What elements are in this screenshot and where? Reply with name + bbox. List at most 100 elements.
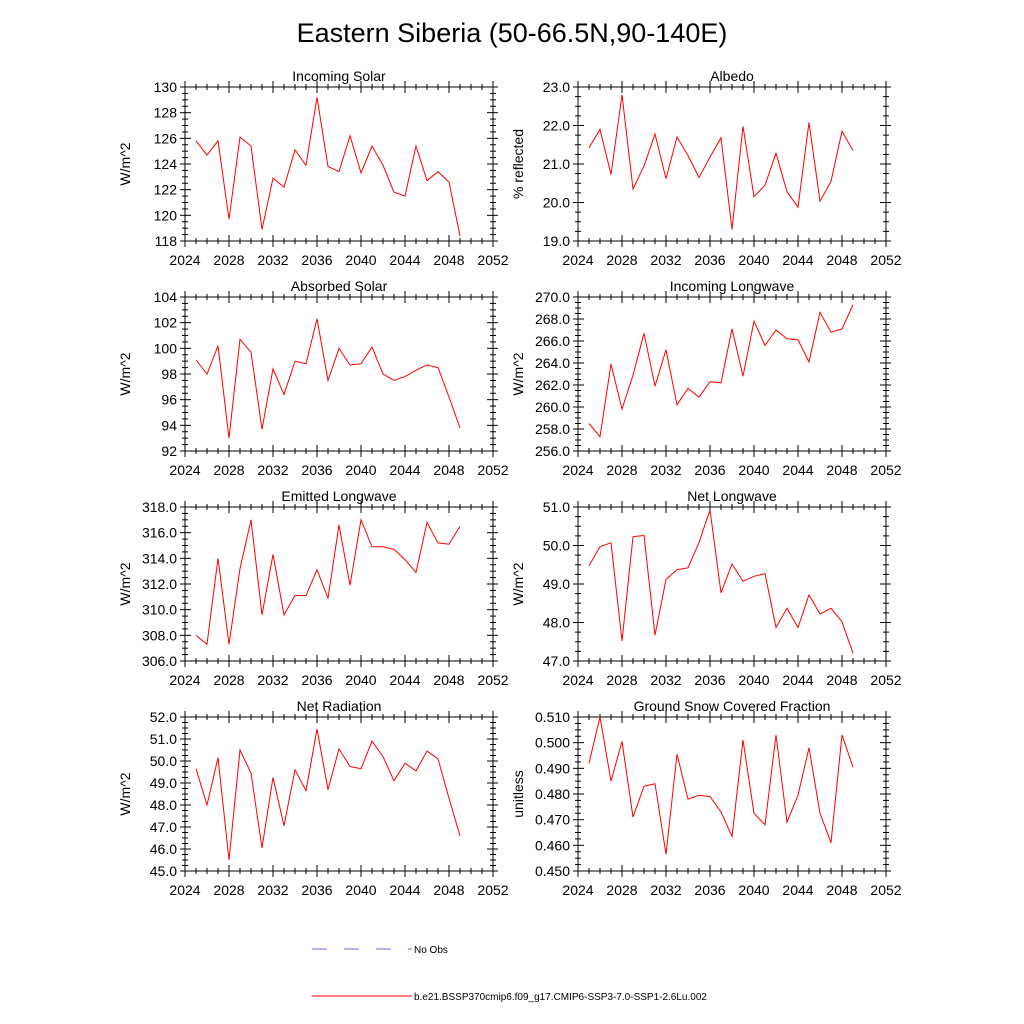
x-tick-label: 2036 [694,882,725,898]
x-tick-label: 2052 [870,882,901,898]
y-tick-label: 0.510 [535,709,570,725]
series-line [588,716,854,855]
y-tick-label: 118 [155,233,178,249]
panel-net-longwave: Net Longwave W/m^2 47.0 48.0 49.0 50.0 51.0 202… [510,488,902,688]
y-tick-label: 100 [154,340,178,356]
y-tick-label: 48.0 [543,615,570,631]
y-tick-label: 316.0 [142,525,177,541]
x-tick-label: 2044 [782,672,813,688]
y-axis-label: % reflected [510,129,526,199]
panel-title: Incoming Solar [292,68,386,84]
x-tick-label: 2048 [826,252,857,268]
panel-title: Ground Snow Covered Fraction [634,698,831,714]
y-tick-label: 124 [154,156,178,172]
series-line [588,94,854,230]
y-tick-label: 268.0 [535,311,570,327]
y-tick-label: 130 [154,79,178,95]
panel-ground-snow-covered-fraction: Ground Snow Covered Fraction unitless 0.45… [510,698,902,898]
y-tick-label: 0.450 [535,863,570,879]
y-axis-label: W/m^2 [510,352,526,395]
x-tick-label: 2040 [345,882,376,898]
x-tick-label: 2044 [782,252,813,268]
panel-title: Absorbed Solar [291,278,388,294]
panel-incoming-solar: Incoming Solar W/m^2 118 120 122 124 126 128 130… [117,68,509,268]
x-tick-label: 2036 [694,252,725,268]
x-tick-label: 2032 [257,462,288,478]
y-tick-label: 306.0 [142,653,177,669]
x-tick-label: 2036 [301,672,332,688]
y-tick-label: 258.0 [535,421,570,437]
y-tick-label: 47.0 [150,819,177,835]
y-tick-label: 0.490 [535,760,570,776]
x-tick-label: 2052 [477,252,508,268]
y-tick-label: 48.0 [150,797,177,813]
y-tick-label: 0.500 [535,735,570,751]
x-tick-label: 2052 [870,462,901,478]
y-tick-label: 0.460 [535,837,570,853]
y-axis-label: W/m^2 [117,352,133,395]
x-tick-label: 2044 [389,462,420,478]
panel-title: Net Radiation [297,698,382,714]
panel-albedo: Albedo % reflected 19.0 20.0 21.0 22.0 23.0 202… [510,68,902,268]
y-tick-label: 122 [154,182,178,198]
x-tick-label: 2040 [738,462,769,478]
panel-net-radiation: Net Radiation W/m^2 45.0 46.0 47.0 48.0 49.0 50… [117,698,509,898]
y-tick-label: 312.0 [142,576,177,592]
panel-title: Incoming Longwave [670,278,795,294]
y-tick-label: 47.0 [543,653,570,669]
x-tick-label: 2048 [826,462,857,478]
x-tick-label: 2032 [650,672,681,688]
y-tick-label: 98 [161,366,177,382]
legend: No Obs b.e21.BSSP370cmip6.f09_g17.CMIP6-… [312,945,707,1003]
x-tick-label: 2036 [301,882,332,898]
figure-title: Eastern Siberia (50-66.5N,90-140E) [297,18,728,48]
x-tick-label: 2048 [433,252,464,268]
series-line [195,518,461,646]
x-tick-label: 2048 [433,882,464,898]
panel-incoming-longwave: Incoming Longwave W/m^2 256.0 258.0 260.0 262… [510,278,902,478]
y-tick-label: 51.0 [150,731,177,747]
y-tick-label: 52.0 [150,709,177,725]
x-tick-label: 2048 [433,462,464,478]
x-tick-label: 2024 [562,462,593,478]
x-tick-label: 2024 [169,462,200,478]
x-tick-label: 2024 [562,882,593,898]
y-axis-label: W/m^2 [510,562,526,605]
y-tick-label: 94 [161,417,177,433]
x-tick-label: 2028 [213,252,244,268]
y-tick-label: 49.0 [543,576,570,592]
y-tick-label: 266.0 [535,333,570,349]
panel-title: Net Longwave [687,488,777,504]
y-tick-label: 120 [154,207,178,223]
x-tick-label: 2040 [345,252,376,268]
panel-title: Albedo [710,68,754,84]
x-tick-label: 2028 [606,882,637,898]
series-line [588,509,854,654]
y-tick-label: 20.0 [543,195,570,211]
x-tick-label: 2032 [257,252,288,268]
x-tick-label: 2024 [169,672,200,688]
series-line [195,318,461,439]
y-tick-label: 102 [154,315,178,331]
y-axis-label: unitless [510,770,526,817]
x-tick-label: 2040 [738,672,769,688]
x-tick-label: 2036 [301,462,332,478]
legend-label-model-run: b.e21.BSSP370cmip6.f09_g17.CMIP6-SSP3-7.… [414,992,707,1003]
y-tick-label: 22.0 [543,118,570,134]
x-tick-label: 2052 [477,672,508,688]
x-tick-label: 2032 [257,882,288,898]
y-tick-label: 264.0 [535,355,570,371]
y-tick-label: 260.0 [535,399,570,415]
y-tick-label: 0.480 [535,786,570,802]
x-tick-label: 2044 [389,882,420,898]
y-tick-label: 50.0 [543,538,570,554]
x-tick-label: 2032 [257,672,288,688]
x-tick-label: 2052 [870,672,901,688]
x-tick-label: 2048 [433,672,464,688]
panel-absorbed-solar: Absorbed Solar W/m^2 92 94 96 98 100 102 104 2024… [117,278,509,478]
y-tick-label: 308.0 [142,627,177,643]
x-tick-label: 2024 [562,672,593,688]
y-axis-label: W/m^2 [117,772,133,815]
x-tick-label: 2024 [562,252,593,268]
x-tick-label: 2044 [389,252,420,268]
